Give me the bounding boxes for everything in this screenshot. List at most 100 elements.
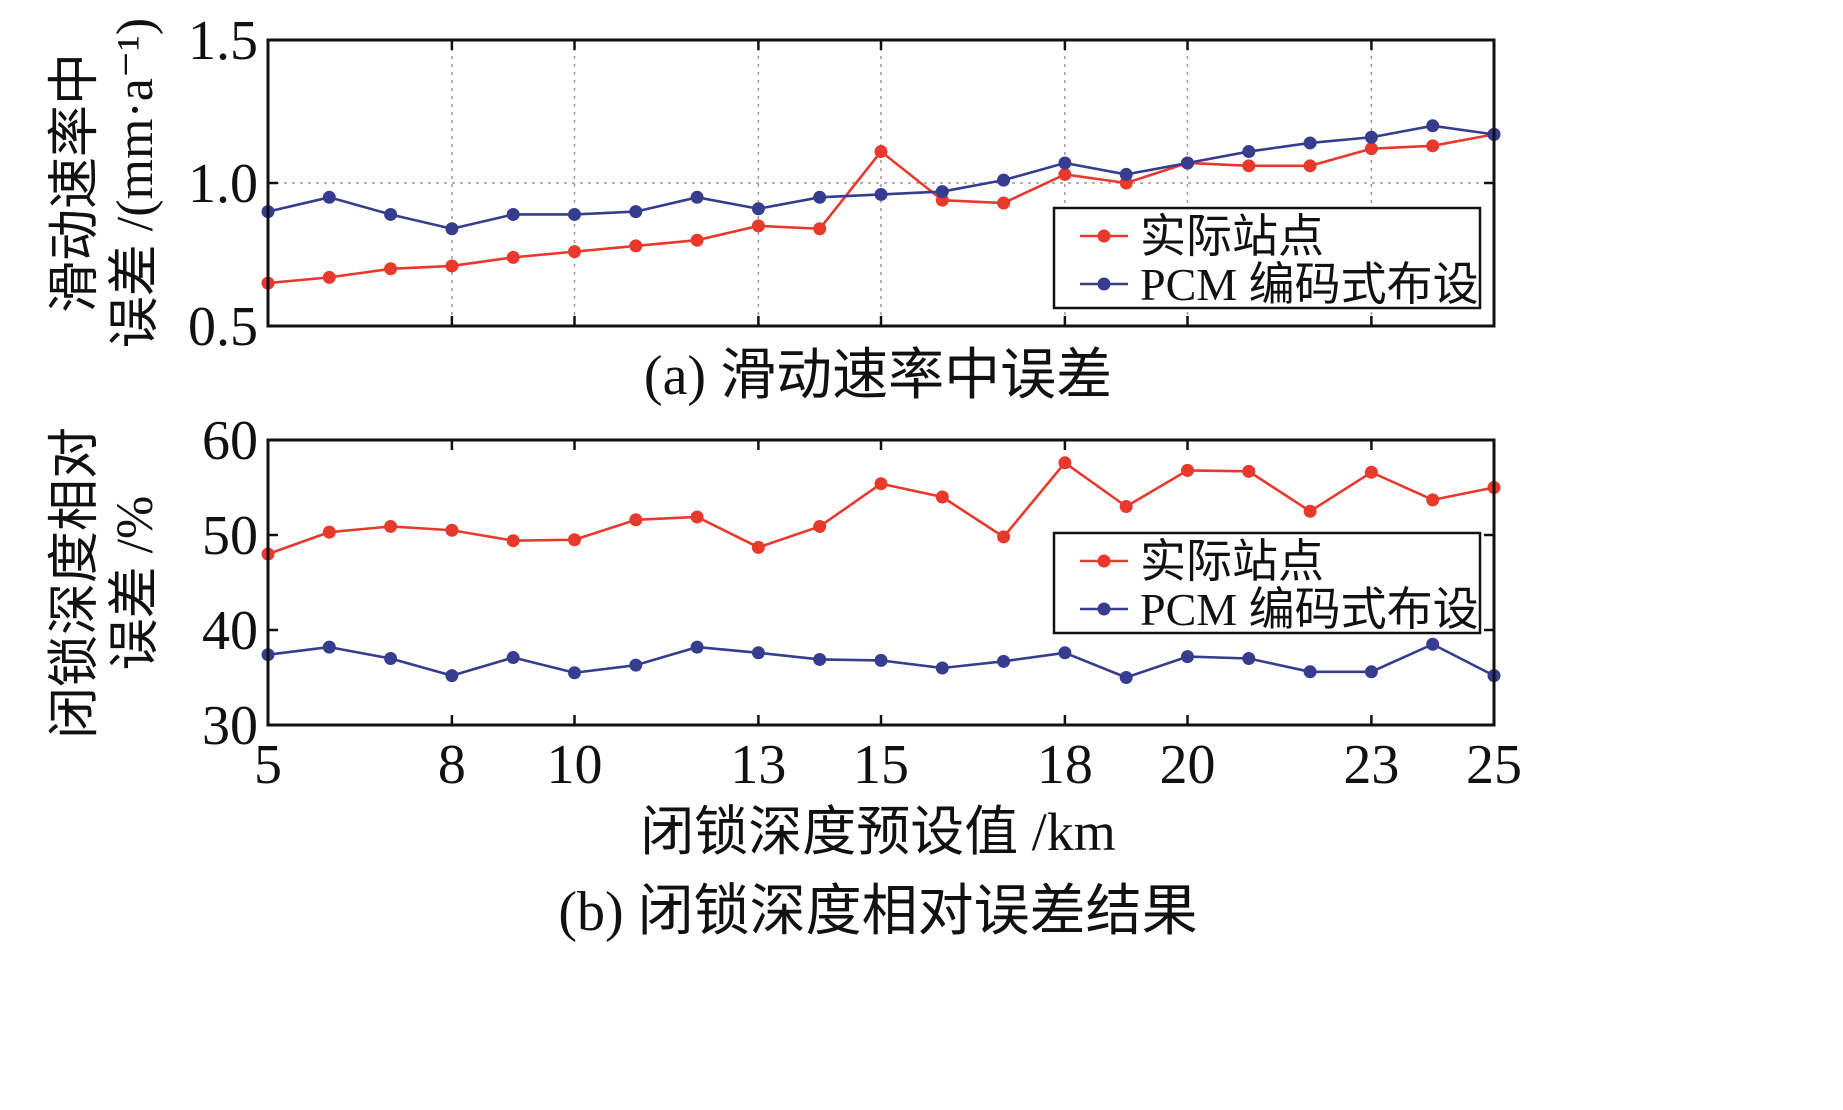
- panel-b-locking-depth-error: 30 40 50 60 5 8 10 13 15 18 20 23 25 闭锁深度相对 误差 /% 实…: [47, 410, 1522, 943]
- data-point-pcm-layout: [1426, 637, 1440, 651]
- data-point-pcm-layout: [874, 187, 888, 201]
- data-point-actual-stations: [935, 490, 949, 504]
- data-point-actual-stations: [1303, 504, 1317, 518]
- data-point-actual-stations: [568, 245, 581, 259]
- panel-b-series: [261, 456, 1501, 684]
- y-tick-label: 60: [202, 410, 258, 472]
- y-tick-label: 1.0: [188, 153, 258, 215]
- data-point-pcm-layout: [1426, 119, 1440, 133]
- data-point-actual-stations: [690, 510, 704, 524]
- legend-marker-swatch: [1097, 277, 1111, 291]
- panel-b-legend: 实际站点 PCM 编码式布设: [1052, 531, 1482, 635]
- panel-b-legend-entry-1: 实际站点: [1080, 536, 1324, 587]
- data-point-pcm-layout: [1181, 156, 1194, 170]
- data-point-pcm-layout: [568, 666, 581, 680]
- data-point-actual-stations: [629, 513, 643, 527]
- data-point-pcm-layout: [1242, 145, 1256, 159]
- data-point-pcm-layout: [751, 202, 765, 216]
- x-tick-label: 13: [730, 734, 786, 796]
- data-point-actual-stations: [1242, 464, 1256, 478]
- data-point-pcm-layout: [751, 646, 765, 660]
- data-point-pcm-layout: [1364, 665, 1378, 679]
- panel-a-series: [261, 119, 1501, 290]
- data-point-pcm-layout: [1058, 156, 1072, 170]
- data-point-pcm-layout: [935, 661, 949, 675]
- panel-a-legend-box: [1052, 206, 1482, 310]
- panel-b-legend-box: [1052, 531, 1482, 635]
- data-point-pcm-layout: [1119, 671, 1133, 684]
- data-point-actual-stations: [629, 239, 643, 253]
- data-point-pcm-layout: [997, 173, 1011, 187]
- data-point-actual-stations: [384, 262, 398, 276]
- data-point-actual-stations: [997, 530, 1011, 544]
- legend-label-pcm-layout: PCM 编码式布设: [1140, 584, 1479, 635]
- data-point-actual-stations: [1426, 493, 1440, 507]
- data-point-actual-stations: [997, 196, 1011, 210]
- data-point-actual-stations: [445, 259, 459, 273]
- data-point-pcm-layout: [813, 190, 827, 204]
- panel-a-ylabel-line-1: 滑动速率中: [47, 53, 104, 313]
- data-point-pcm-layout: [629, 205, 643, 219]
- data-point-pcm-layout: [568, 207, 581, 221]
- data-point-pcm-layout: [1058, 646, 1072, 660]
- data-point-actual-stations: [1058, 456, 1072, 470]
- data-point-pcm-layout: [1303, 136, 1317, 150]
- panel-a-caption: (a) 滑动速率中误差: [644, 345, 1112, 407]
- x-tick-label: 20: [1160, 734, 1216, 796]
- data-point-pcm-layout: [813, 652, 827, 666]
- y-tick-label: 1.5: [188, 10, 258, 72]
- data-point-pcm-layout: [1181, 650, 1194, 664]
- data-point-pcm-layout: [322, 190, 336, 204]
- data-point-actual-stations: [568, 533, 581, 547]
- panel-a-x-ticks: [266, 40, 1496, 326]
- data-point-pcm-layout: [1303, 665, 1317, 679]
- panel-b-caption: (b) 闭锁深度相对误差结果: [558, 881, 1197, 943]
- data-point-pcm-layout: [445, 222, 459, 236]
- data-point-pcm-layout: [445, 669, 459, 683]
- panel-a-legend: 实际站点 PCM 编码式布设: [1052, 206, 1482, 310]
- data-point-pcm-layout: [690, 190, 704, 204]
- data-point-actual-stations: [751, 540, 765, 554]
- panel-b-x-ticks: 5 8 10 13 15 18 20 23 25: [254, 440, 1522, 796]
- data-point-actual-stations: [874, 145, 888, 159]
- data-point-actual-stations: [813, 222, 827, 236]
- data-point-pcm-layout: [384, 207, 398, 221]
- data-point-pcm-layout: [384, 652, 398, 665]
- data-point-actual-stations: [1364, 465, 1378, 479]
- data-point-pcm-layout: [997, 654, 1011, 668]
- data-point-pcm-layout: [506, 651, 520, 665]
- panel-a-slip-rate-error: 0.5 1.0 1.5 滑动速率中 误差 /(mm·a⁻¹) 实际站点 PCM 编码…: [47, 10, 1501, 407]
- data-point-pcm-layout: [629, 658, 643, 672]
- panel-a-legend-entry-1: 实际站点: [1080, 211, 1324, 262]
- x-tick-label: 5: [254, 734, 282, 796]
- x-tick-label: 23: [1343, 734, 1399, 796]
- panel-a-legend-entry-2: PCM 编码式布设: [1080, 259, 1479, 310]
- data-point-pcm-layout: [1242, 652, 1256, 665]
- data-point-actual-stations: [1303, 159, 1317, 173]
- data-point-actual-stations: [874, 477, 888, 491]
- x-tick-label: 15: [853, 734, 909, 796]
- x-tick-label: 8: [438, 734, 466, 796]
- legend-marker-swatch: [1097, 554, 1111, 568]
- data-point-actual-stations: [384, 519, 398, 533]
- x-tick-label: 10: [547, 734, 603, 796]
- panel-b-legend-entry-2: PCM 编码式布设: [1080, 584, 1479, 635]
- data-point-actual-stations: [751, 219, 765, 233]
- data-point-actual-stations: [506, 534, 520, 548]
- data-point-pcm-layout: [506, 207, 520, 221]
- data-point-pcm-layout: [322, 640, 336, 654]
- x-tick-label: 25: [1466, 734, 1522, 796]
- data-point-actual-stations: [445, 523, 459, 537]
- data-point-actual-stations: [1181, 463, 1194, 477]
- data-point-actual-stations: [813, 519, 827, 533]
- data-point-pcm-layout: [1119, 167, 1133, 181]
- data-point-actual-stations: [322, 525, 336, 539]
- data-point-actual-stations: [690, 233, 704, 247]
- y-tick-label: 0.5: [188, 296, 258, 358]
- panel-a-ylabel-line-2: 误差 /(mm·a⁻¹): [107, 18, 164, 348]
- y-tick-label: 50: [202, 505, 258, 567]
- legend-label-actual-stations: 实际站点: [1140, 211, 1324, 262]
- panel-b-xlabel: 闭锁深度预设值 /km: [640, 802, 1116, 862]
- data-point-actual-stations: [506, 250, 520, 264]
- data-point-pcm-layout: [690, 640, 704, 654]
